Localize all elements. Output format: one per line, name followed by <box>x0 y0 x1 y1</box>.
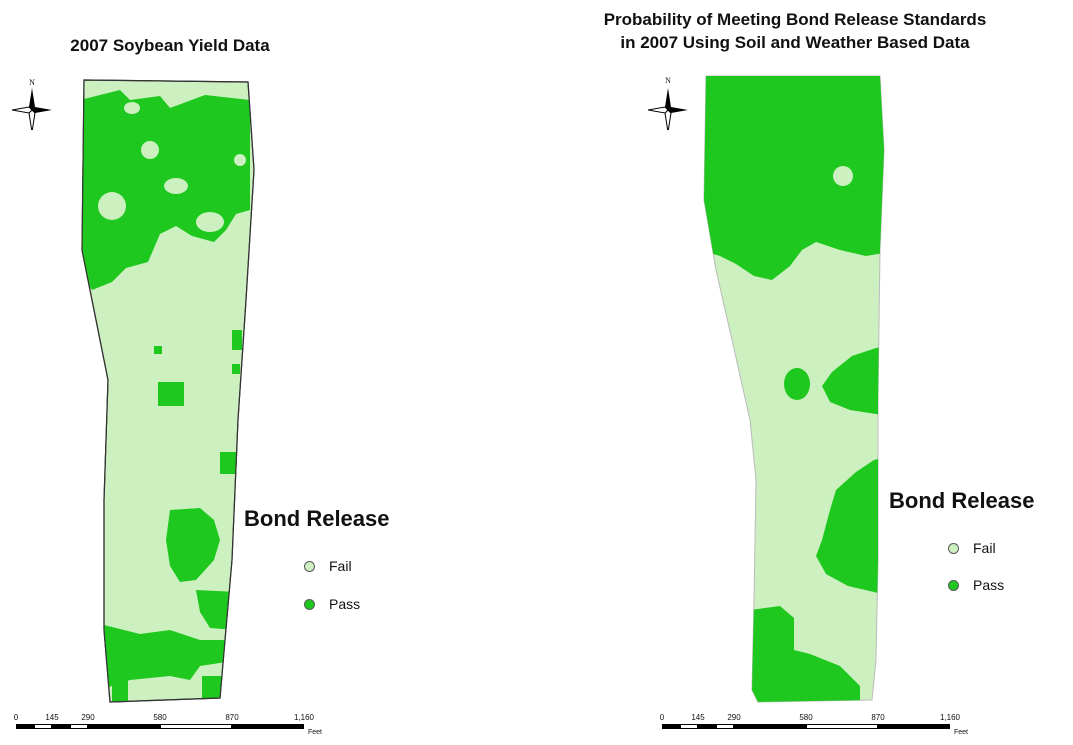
scale-tick-label: 145 <box>45 713 58 722</box>
right-legend-item-fail: Fail <box>948 540 996 556</box>
scale-tick-label: 0 <box>660 713 664 722</box>
scale-unit-label: Feet <box>954 729 968 736</box>
scale-tick-label: 290 <box>81 713 94 722</box>
right-legend-pass-label: Pass <box>973 577 1004 593</box>
left-map-panel: 2007 Soybean Yield Data N <box>0 0 540 734</box>
left-legend-fail-label: Fail <box>329 558 352 574</box>
left-legend-heading: Bond Release <box>244 506 390 532</box>
scale-tick-label: 580 <box>153 713 166 722</box>
right-field-map <box>540 0 1073 734</box>
scale-tick-label: 145 <box>691 713 704 722</box>
scale-bar-segments <box>16 724 304 729</box>
scale-tick-label: 580 <box>799 713 812 722</box>
scale-bar-segments <box>662 724 950 729</box>
scale-tick-label: 1,160 <box>940 713 960 722</box>
scale-tick-label: 870 <box>225 713 238 722</box>
right-legend-heading: Bond Release <box>889 488 1035 514</box>
left-legend-pass-label: Pass <box>329 596 360 612</box>
pass-swatch-icon <box>304 599 315 610</box>
left-legend-item-pass: Pass <box>304 596 360 612</box>
fail-swatch-icon <box>304 561 315 572</box>
scale-tick-label: 290 <box>727 713 740 722</box>
scale-tick-label: 0 <box>14 713 18 722</box>
left-scale-bar: 0 145 290 580 870 1,160 Feet <box>16 713 336 745</box>
scale-unit-label: Feet <box>308 729 322 736</box>
right-map-panel: Probability of Meeting Bond Release Stan… <box>540 0 1073 734</box>
pass-swatch-icon <box>948 580 959 591</box>
fail-swatch-icon <box>948 543 959 554</box>
right-scale-bar: 0 145 290 580 870 1,160 Feet <box>662 713 982 745</box>
left-field-map <box>0 0 540 734</box>
left-legend-item-fail: Fail <box>304 558 352 574</box>
scale-tick-label: 1,160 <box>294 713 314 722</box>
right-legend-fail-label: Fail <box>973 540 996 556</box>
right-legend-item-pass: Pass <box>948 577 1004 593</box>
scale-tick-label: 870 <box>871 713 884 722</box>
